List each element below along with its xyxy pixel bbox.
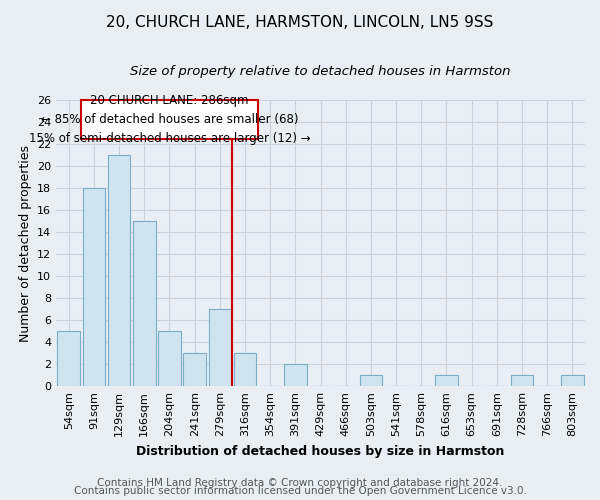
Bar: [83, 188, 105, 386]
Bar: [133, 221, 155, 386]
Bar: [561, 375, 584, 386]
Bar: [234, 353, 256, 386]
Title: Size of property relative to detached houses in Harmston: Size of property relative to detached ho…: [130, 65, 511, 78]
Bar: [108, 155, 130, 386]
Bar: [359, 375, 382, 386]
Bar: [58, 331, 80, 386]
Bar: [209, 309, 231, 386]
Bar: [184, 353, 206, 386]
X-axis label: Distribution of detached houses by size in Harmston: Distribution of detached houses by size …: [136, 444, 505, 458]
Bar: [435, 375, 458, 386]
FancyBboxPatch shape: [82, 100, 257, 138]
Bar: [511, 375, 533, 386]
Bar: [284, 364, 307, 386]
Text: Contains public sector information licensed under the Open Government Licence v3: Contains public sector information licen…: [74, 486, 526, 496]
Text: Contains HM Land Registry data © Crown copyright and database right 2024.: Contains HM Land Registry data © Crown c…: [97, 478, 503, 488]
Text: 20 CHURCH LANE: 286sqm
← 85% of detached houses are smaller (68)
15% of semi-det: 20 CHURCH LANE: 286sqm ← 85% of detached…: [29, 94, 310, 145]
Text: 20, CHURCH LANE, HARMSTON, LINCOLN, LN5 9SS: 20, CHURCH LANE, HARMSTON, LINCOLN, LN5 …: [106, 15, 494, 30]
Y-axis label: Number of detached properties: Number of detached properties: [19, 144, 32, 342]
Bar: [158, 331, 181, 386]
